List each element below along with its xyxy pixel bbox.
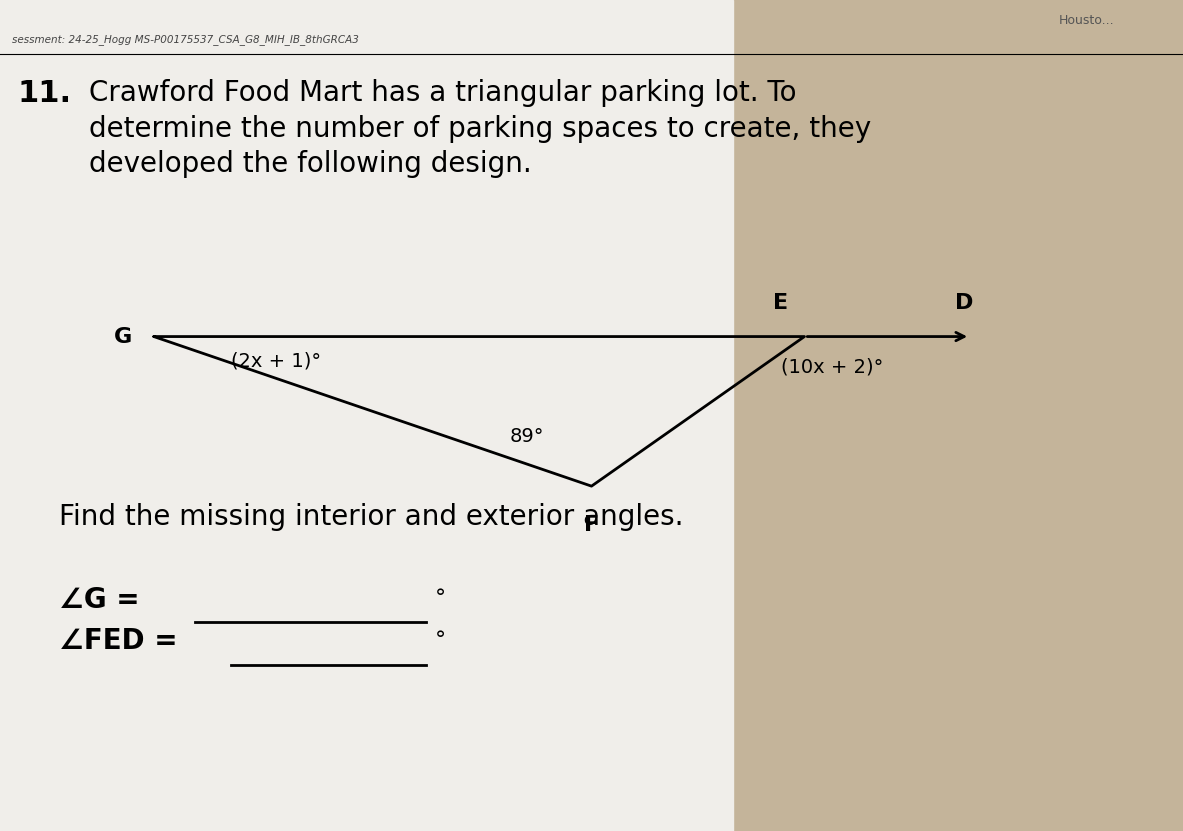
Text: Find the missing interior and exterior angles.: Find the missing interior and exterior a… — [59, 503, 684, 531]
Text: F: F — [584, 515, 599, 535]
Text: (10x + 2)°: (10x + 2)° — [781, 357, 884, 376]
Text: °: ° — [435, 588, 446, 608]
Text: sessment: 24-25_Hogg MS-P00175537_CSA_G8_MIH_IB_8thGRCA3: sessment: 24-25_Hogg MS-P00175537_CSA_G8… — [12, 34, 358, 46]
Text: ∠G =: ∠G = — [59, 586, 140, 614]
Text: determine the number of parking spaces to create, they: determine the number of parking spaces t… — [89, 115, 871, 143]
Text: ∠FED =: ∠FED = — [59, 627, 177, 656]
Text: Crawford Food Mart has a triangular parking lot. To: Crawford Food Mart has a triangular park… — [89, 79, 796, 107]
Text: developed the following design.: developed the following design. — [89, 150, 531, 179]
Text: E: E — [774, 293, 788, 313]
Text: Housto...: Housto... — [1059, 14, 1114, 27]
Text: G: G — [115, 327, 132, 347]
Text: (2x + 1)°: (2x + 1)° — [231, 352, 321, 371]
Text: °: ° — [435, 630, 446, 650]
Text: 89°: 89° — [510, 427, 544, 446]
Text: D: D — [955, 293, 974, 313]
Text: 11.: 11. — [18, 79, 72, 108]
